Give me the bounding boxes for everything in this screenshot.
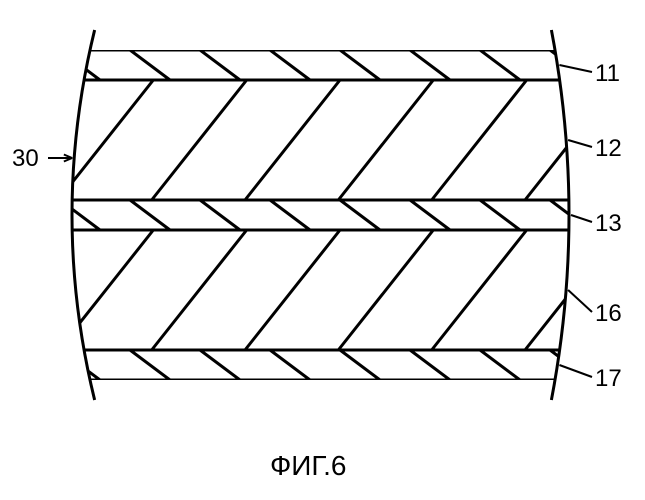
layer-label-11: 11 [595, 60, 620, 88]
layer-label-13: 13 [595, 210, 622, 238]
figure-caption: ФИГ.6 [270, 450, 347, 482]
layered-cross-section-diagram [0, 0, 645, 500]
layer-label-16: 16 [595, 300, 622, 328]
layer-label-12: 12 [595, 135, 622, 163]
layer-label-17: 17 [595, 365, 622, 393]
assembly-label-30: 30 [12, 145, 39, 173]
